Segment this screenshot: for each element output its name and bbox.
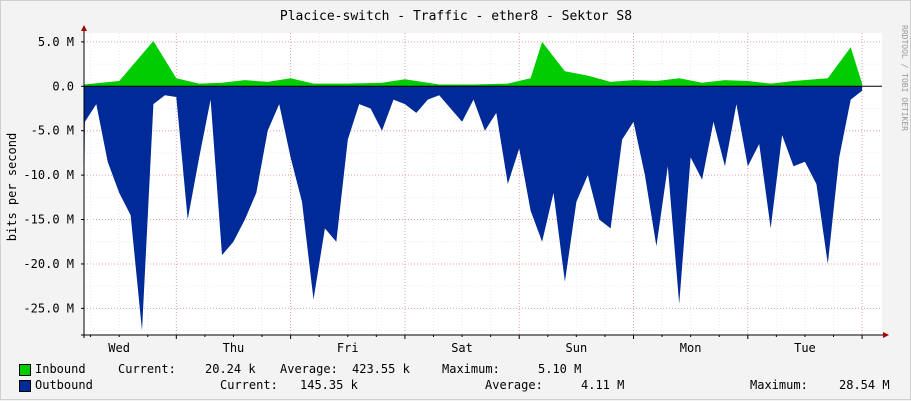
x-tick-label: Wed xyxy=(108,341,130,355)
y-tick-label: -15.0 M xyxy=(23,213,74,227)
x-tick-label: Mon xyxy=(680,341,702,355)
inbound-maximum-label: Maximum: xyxy=(442,362,500,376)
rrdtool-watermark: RRDTOOL / TOBI OETIKER xyxy=(900,25,909,131)
x-tick-label: Thu xyxy=(223,341,245,355)
x-tick-labels: Wed Thu Fri Sat Sun Mon Tue xyxy=(108,341,815,355)
outbound-current-value: 145.35 k xyxy=(300,378,358,392)
outbound-swatch xyxy=(19,380,31,392)
outbound-name: Outbound xyxy=(35,378,93,392)
outbound-maximum-label: Maximum: xyxy=(750,378,808,392)
x-axis-arrow xyxy=(883,332,889,338)
inbound-current-label: Current: xyxy=(118,362,176,376)
inbound-name: Inbound xyxy=(35,362,86,376)
y-axis-label: bits per second xyxy=(5,133,19,241)
outbound-average-value: 4.11 M xyxy=(581,378,625,392)
x-tick-label: Tue xyxy=(794,341,816,355)
inbound-swatch xyxy=(19,364,31,376)
y-tick-label: -20.0 M xyxy=(23,257,74,271)
outbound-current-label: Current: xyxy=(220,378,278,392)
y-tick-label: -5.0 M xyxy=(31,124,74,138)
y-tick-label: -10.0 M xyxy=(23,168,74,182)
outbound-average-label: Average: xyxy=(485,378,543,392)
inbound-average-label: Average: xyxy=(280,362,338,376)
inbound-maximum-value: 5.10 M xyxy=(538,362,582,376)
y-axis-arrow xyxy=(81,25,87,31)
y-tick-label: 0.0 xyxy=(52,79,74,93)
chart-title: Placice-switch - Traffic - ether8 - Sekt… xyxy=(280,9,632,24)
outbound-maximum-value: 28.54 M xyxy=(839,378,890,392)
x-tick-label: Sat xyxy=(451,341,473,355)
x-tick-label: Sun xyxy=(566,341,588,355)
x-tick-label: Fri xyxy=(337,341,359,355)
inbound-average-value: 423.55 k xyxy=(352,362,410,376)
series-area-outbound xyxy=(84,86,863,331)
plot-canvas xyxy=(84,33,882,335)
y-tick-label: 5.0 M xyxy=(38,35,74,49)
series-areas xyxy=(84,41,863,331)
axes xyxy=(81,25,889,339)
y-tick-label: -25.0 M xyxy=(23,301,74,315)
inbound-current-value: 20.24 k xyxy=(205,362,256,376)
y-tick-labels: 5.0 M 0.0 -5.0 M -10.0 M -15.0 M -20.0 M -25.0… xyxy=(23,35,74,315)
series-area-inbound xyxy=(84,41,863,87)
